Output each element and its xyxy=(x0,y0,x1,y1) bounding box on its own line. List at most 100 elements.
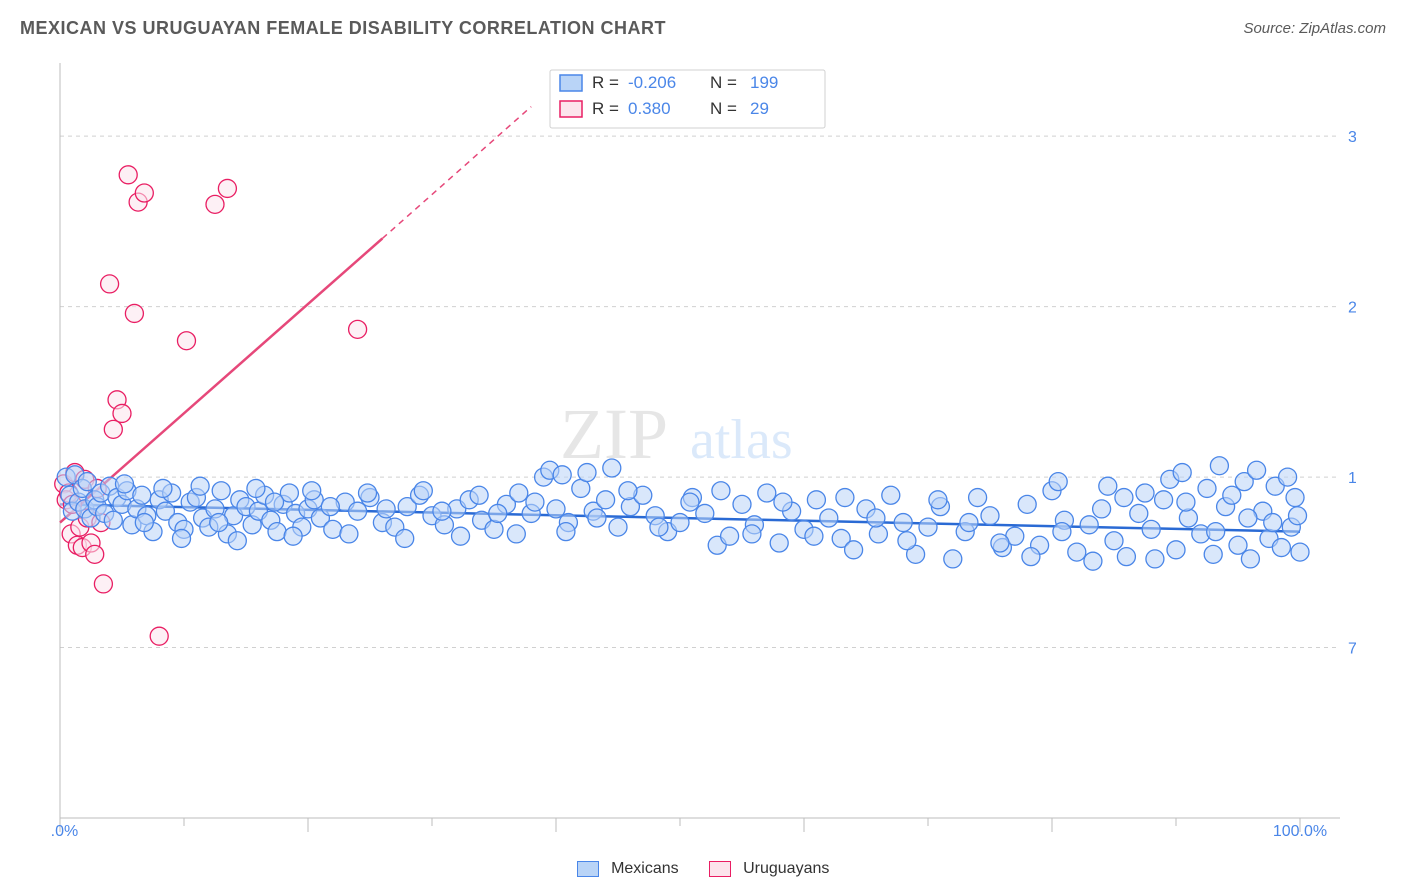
data-point xyxy=(433,502,451,520)
data-point xyxy=(1198,479,1216,497)
data-point xyxy=(485,520,503,538)
data-point xyxy=(1142,520,1160,538)
data-point xyxy=(1049,473,1067,491)
chart-area: ZIPatlas7.5%15.0%22.5%30.0%0.0%100.0%Fem… xyxy=(50,58,1356,837)
data-point xyxy=(119,166,137,184)
data-point xyxy=(1241,550,1259,568)
data-point xyxy=(1155,491,1173,509)
data-point xyxy=(101,275,119,293)
data-point xyxy=(470,486,488,504)
data-point xyxy=(210,514,228,532)
data-point xyxy=(836,489,854,507)
stats-legend: R =-0.206N =199R = 0.380N = 29 xyxy=(550,70,825,128)
data-point xyxy=(1279,468,1297,486)
data-point xyxy=(266,493,284,511)
bottom-legend: Mexicans Uruguayans xyxy=(0,860,1406,878)
data-point xyxy=(619,482,637,500)
data-point xyxy=(820,509,838,527)
data-point xyxy=(125,304,143,322)
data-point xyxy=(86,545,104,563)
legend-r-label: R = xyxy=(592,99,619,118)
legend-r-value: 0.380 xyxy=(628,99,671,118)
data-point xyxy=(603,459,621,477)
data-point xyxy=(133,486,151,504)
data-point xyxy=(268,523,286,541)
source-label: Source: ZipAtlas.com xyxy=(1243,20,1386,37)
scatter-chart: ZIPatlas7.5%15.0%22.5%30.0%0.0%100.0%Fem… xyxy=(50,58,1356,838)
data-point xyxy=(507,525,525,543)
x-tick-label: 0.0% xyxy=(50,823,78,838)
data-point xyxy=(681,493,699,511)
data-point xyxy=(1053,523,1071,541)
data-point xyxy=(1239,509,1257,527)
data-point xyxy=(1022,548,1040,566)
series-mexicans xyxy=(57,457,1309,570)
data-point xyxy=(774,493,792,511)
data-point xyxy=(1115,489,1133,507)
data-point xyxy=(489,504,507,522)
swatch-mexicans xyxy=(577,861,599,877)
data-point xyxy=(135,514,153,532)
data-point xyxy=(758,484,776,502)
data-point xyxy=(1068,543,1086,561)
data-point xyxy=(869,525,887,543)
data-point xyxy=(894,514,912,532)
data-point xyxy=(173,529,191,547)
y-tick-label: 15.0% xyxy=(1348,470,1356,487)
data-point xyxy=(696,504,714,522)
data-point xyxy=(1272,539,1290,557)
data-point xyxy=(712,482,730,500)
data-point xyxy=(1018,495,1036,513)
data-point xyxy=(882,486,900,504)
data-point xyxy=(1179,509,1197,527)
data-point xyxy=(588,509,606,527)
data-point xyxy=(206,195,224,213)
swatch-uruguayans xyxy=(709,861,731,877)
data-point xyxy=(1105,532,1123,550)
data-point xyxy=(1099,477,1117,495)
data-point xyxy=(191,477,209,495)
data-point xyxy=(1207,523,1225,541)
data-point xyxy=(919,518,937,536)
data-point xyxy=(94,575,112,593)
series-uruguayans xyxy=(55,166,367,645)
y-tick-label: 30.0% xyxy=(1348,129,1356,146)
data-point xyxy=(960,514,978,532)
data-point xyxy=(1080,516,1098,534)
legend-label-mexicans: Mexicans xyxy=(611,860,679,877)
data-point xyxy=(324,520,342,538)
legend-item-uruguayans: Uruguayans xyxy=(709,860,830,878)
legend-n-value: 199 xyxy=(750,73,778,92)
data-point xyxy=(1130,504,1148,522)
data-point xyxy=(929,491,947,509)
data-point xyxy=(284,527,302,545)
data-point xyxy=(944,550,962,568)
data-point xyxy=(1286,489,1304,507)
data-point xyxy=(113,404,131,422)
data-point xyxy=(247,479,265,497)
data-point xyxy=(1264,514,1282,532)
legend-swatch xyxy=(560,75,582,91)
data-point xyxy=(154,479,172,497)
legend-n-label: N = xyxy=(710,99,737,118)
legend-item-mexicans: Mexicans xyxy=(577,860,679,878)
data-point xyxy=(396,529,414,547)
data-point xyxy=(898,532,916,550)
data-point xyxy=(1136,484,1154,502)
legend-n-label: N = xyxy=(710,73,737,92)
data-point xyxy=(377,500,395,518)
data-point xyxy=(177,332,195,350)
svg-text:atlas: atlas xyxy=(690,409,793,471)
data-point xyxy=(115,475,133,493)
y-tick-label: 22.5% xyxy=(1348,300,1356,317)
data-point xyxy=(770,534,788,552)
data-point xyxy=(671,514,689,532)
legend-r-value: -0.206 xyxy=(628,73,676,92)
data-point xyxy=(845,541,863,559)
data-point xyxy=(597,491,615,509)
data-point xyxy=(553,466,571,484)
data-point xyxy=(609,518,627,536)
data-point xyxy=(1146,550,1164,568)
chart-title: MEXICAN VS URUGUAYAN FEMALE DISABILITY C… xyxy=(20,18,666,39)
data-point xyxy=(1167,541,1185,559)
